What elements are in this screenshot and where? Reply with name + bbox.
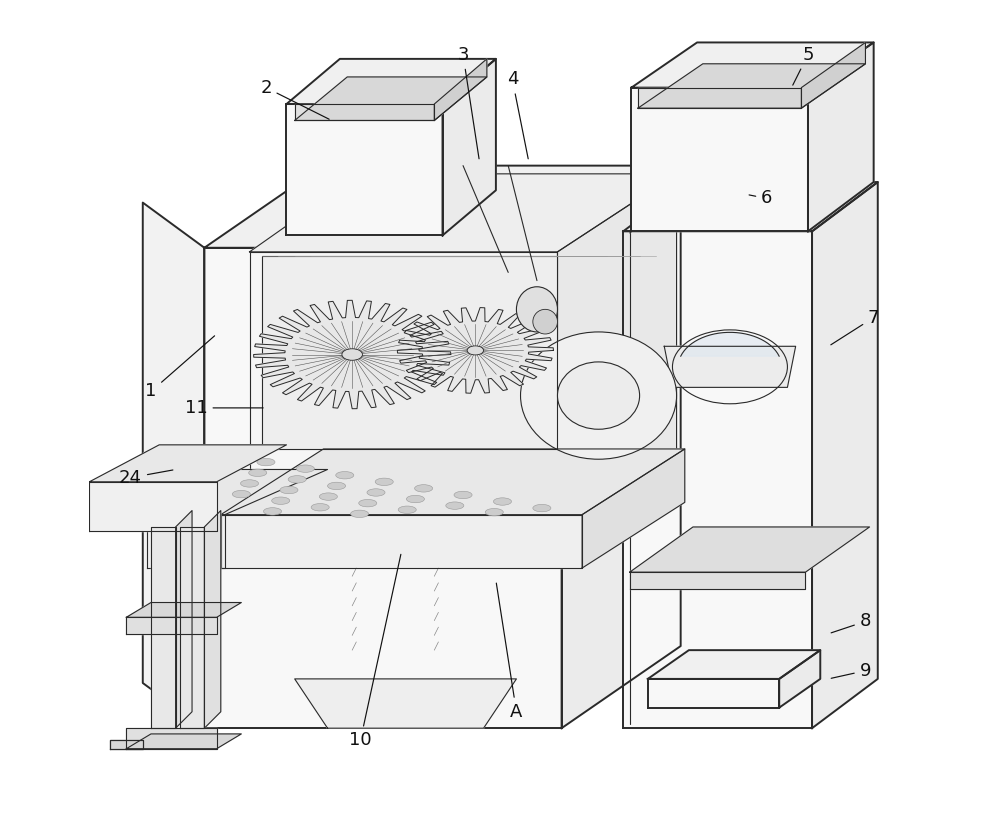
Polygon shape bbox=[623, 182, 878, 232]
Polygon shape bbox=[648, 679, 779, 708]
Ellipse shape bbox=[257, 458, 275, 466]
Polygon shape bbox=[110, 741, 143, 749]
Polygon shape bbox=[648, 650, 820, 679]
Ellipse shape bbox=[521, 332, 677, 459]
Ellipse shape bbox=[557, 362, 640, 429]
Polygon shape bbox=[147, 515, 225, 568]
Text: 5: 5 bbox=[793, 46, 814, 85]
Polygon shape bbox=[295, 679, 516, 728]
Ellipse shape bbox=[288, 475, 306, 483]
Polygon shape bbox=[582, 449, 685, 568]
Polygon shape bbox=[681, 332, 779, 356]
Ellipse shape bbox=[493, 498, 511, 505]
Text: 4: 4 bbox=[507, 70, 528, 159]
Ellipse shape bbox=[516, 287, 557, 332]
Text: 7: 7 bbox=[831, 308, 879, 344]
Ellipse shape bbox=[367, 489, 385, 496]
Polygon shape bbox=[434, 59, 487, 120]
Polygon shape bbox=[630, 527, 870, 572]
Polygon shape bbox=[126, 602, 241, 617]
Polygon shape bbox=[89, 445, 286, 482]
Ellipse shape bbox=[375, 478, 393, 485]
Polygon shape bbox=[638, 63, 865, 108]
Ellipse shape bbox=[406, 495, 424, 503]
Polygon shape bbox=[89, 482, 217, 531]
Ellipse shape bbox=[240, 480, 259, 487]
Text: 11: 11 bbox=[185, 399, 263, 417]
Polygon shape bbox=[262, 256, 557, 449]
Polygon shape bbox=[443, 59, 496, 236]
Ellipse shape bbox=[351, 510, 369, 517]
Ellipse shape bbox=[319, 493, 337, 500]
Ellipse shape bbox=[446, 502, 464, 509]
Polygon shape bbox=[631, 43, 874, 87]
Polygon shape bbox=[286, 59, 496, 104]
Ellipse shape bbox=[398, 506, 416, 513]
Polygon shape bbox=[143, 203, 204, 728]
Polygon shape bbox=[295, 104, 434, 120]
Text: 1: 1 bbox=[145, 336, 215, 400]
Ellipse shape bbox=[232, 490, 250, 498]
Text: 8: 8 bbox=[831, 612, 871, 633]
Polygon shape bbox=[204, 248, 562, 728]
Ellipse shape bbox=[296, 465, 314, 472]
Polygon shape bbox=[221, 515, 582, 568]
Polygon shape bbox=[638, 87, 801, 108]
Polygon shape bbox=[126, 617, 217, 634]
Polygon shape bbox=[250, 252, 557, 551]
Ellipse shape bbox=[415, 485, 433, 492]
Polygon shape bbox=[562, 166, 681, 728]
Polygon shape bbox=[286, 104, 443, 236]
Ellipse shape bbox=[263, 508, 282, 515]
Text: 10: 10 bbox=[349, 555, 401, 750]
Ellipse shape bbox=[359, 499, 377, 507]
Ellipse shape bbox=[328, 482, 346, 489]
Ellipse shape bbox=[467, 346, 484, 355]
Polygon shape bbox=[151, 527, 176, 728]
Polygon shape bbox=[664, 346, 796, 387]
Polygon shape bbox=[779, 650, 820, 708]
Ellipse shape bbox=[272, 497, 290, 504]
Text: A: A bbox=[496, 583, 523, 721]
Polygon shape bbox=[204, 166, 681, 248]
Ellipse shape bbox=[249, 469, 267, 476]
Polygon shape bbox=[254, 300, 451, 409]
Ellipse shape bbox=[311, 503, 329, 511]
Polygon shape bbox=[176, 511, 192, 728]
Polygon shape bbox=[397, 307, 553, 393]
Ellipse shape bbox=[336, 471, 354, 479]
Text: 6: 6 bbox=[749, 190, 773, 208]
Text: 9: 9 bbox=[831, 662, 871, 680]
Ellipse shape bbox=[342, 349, 362, 360]
Polygon shape bbox=[808, 43, 874, 232]
Polygon shape bbox=[250, 174, 677, 252]
Polygon shape bbox=[557, 174, 677, 551]
Text: 24: 24 bbox=[119, 469, 173, 487]
Polygon shape bbox=[801, 43, 865, 108]
Polygon shape bbox=[126, 734, 241, 749]
Polygon shape bbox=[630, 572, 805, 588]
Polygon shape bbox=[631, 87, 808, 232]
Ellipse shape bbox=[485, 508, 503, 516]
Text: 3: 3 bbox=[457, 46, 479, 159]
Ellipse shape bbox=[454, 491, 472, 499]
Polygon shape bbox=[180, 527, 204, 728]
Polygon shape bbox=[295, 77, 487, 120]
Polygon shape bbox=[204, 511, 221, 728]
Ellipse shape bbox=[280, 486, 298, 494]
Text: 2: 2 bbox=[260, 78, 329, 119]
Polygon shape bbox=[147, 470, 328, 515]
Polygon shape bbox=[221, 449, 685, 515]
Ellipse shape bbox=[533, 309, 557, 334]
Polygon shape bbox=[110, 741, 143, 749]
Polygon shape bbox=[623, 232, 812, 728]
Polygon shape bbox=[812, 182, 878, 728]
Polygon shape bbox=[126, 728, 217, 749]
Ellipse shape bbox=[533, 504, 551, 512]
